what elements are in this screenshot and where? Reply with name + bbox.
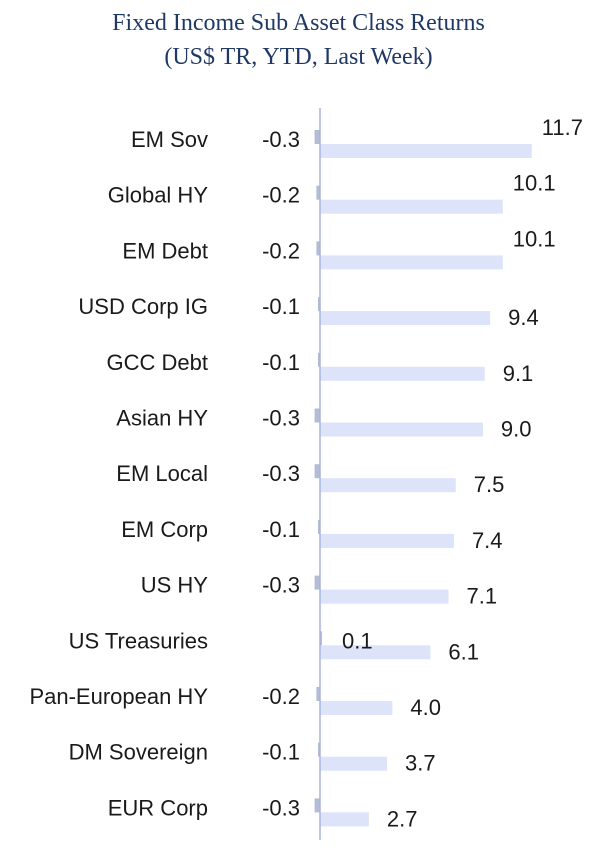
ytd-bar — [320, 756, 387, 771]
week-value-label: -0.3 — [262, 406, 300, 431]
week-value-label: -0.3 — [262, 127, 300, 152]
week-value-label: -0.3 — [262, 573, 300, 598]
ytd-value-label: 4.0 — [410, 695, 441, 720]
ytd-value-label: 3.7 — [405, 751, 436, 776]
category-label: US HY — [141, 573, 209, 598]
week-value-label: -0.3 — [262, 795, 300, 820]
ytd-value-label: 9.0 — [501, 417, 532, 442]
week-value-label: -0.1 — [262, 517, 300, 542]
category-label: EM Corp — [121, 517, 208, 542]
ytd-value-label: 9.4 — [508, 305, 539, 330]
week-bar — [314, 130, 320, 144]
week-bar — [316, 185, 320, 200]
ytd-value-label: 7.1 — [467, 584, 498, 609]
category-label: DM Sovereign — [69, 740, 208, 765]
ytd-bar — [320, 701, 393, 715]
ytd-bar — [320, 478, 456, 493]
week-bar — [318, 297, 320, 312]
ytd-bar — [320, 311, 491, 326]
week-bar — [316, 687, 320, 701]
ytd-value-label: 11.7 — [542, 115, 583, 140]
category-label: EM Sov — [131, 127, 208, 152]
week-value-label: -0.3 — [262, 461, 300, 486]
week-value-label: -0.2 — [262, 684, 300, 709]
ytd-bar — [320, 255, 503, 270]
ytd-bar — [320, 199, 503, 214]
week-bar — [314, 464, 320, 479]
category-label: Asian HY — [116, 406, 208, 431]
category-label: GCC Debt — [107, 350, 208, 375]
ytd-bar — [320, 533, 454, 548]
chart-subtitle: (US$ TR, YTD, Last Week) — [164, 44, 433, 70]
week-bar — [318, 519, 320, 534]
category-label: US Treasuries — [69, 628, 208, 653]
week-value-label: 0.1 — [342, 628, 373, 653]
chart-title: Fixed Income Sub Asset Class Returns — [112, 10, 485, 36]
ytd-value-label: 2.7 — [387, 806, 418, 831]
category-label: EUR Corp — [108, 795, 208, 820]
week-bar — [316, 241, 320, 256]
category-label: EM Local — [116, 461, 208, 486]
category-label: USD Corp IG — [78, 294, 208, 319]
ytd-bar — [320, 366, 485, 381]
week-value-label: -0.1 — [262, 294, 300, 319]
week-bar — [314, 798, 320, 813]
week-bar — [318, 742, 320, 757]
week-bar — [318, 352, 320, 367]
category-label: Pan-European HY — [29, 684, 208, 709]
ytd-value-label: 6.1 — [448, 639, 479, 664]
ytd-bar — [320, 144, 532, 158]
week-value-label: -0.1 — [262, 740, 300, 765]
week-value-label: -0.2 — [262, 183, 300, 208]
category-label: EM Debt — [122, 238, 208, 263]
ytd-value-label: 9.1 — [503, 361, 534, 386]
ytd-bar — [320, 589, 449, 604]
ytd-value-label: 7.5 — [474, 472, 505, 497]
ytd-value-label: 10.1 — [513, 171, 556, 196]
ytd-value-label: 7.4 — [472, 528, 503, 553]
week-bar — [314, 575, 320, 590]
ytd-bar — [320, 645, 431, 660]
week-bar — [320, 631, 322, 646]
ytd-bar — [320, 812, 369, 827]
ytd-value-label: 10.1 — [513, 226, 556, 251]
ytd-bar — [320, 422, 483, 437]
category-label: Global HY — [108, 183, 209, 208]
week-value-label: -0.2 — [262, 238, 300, 263]
week-bar — [314, 408, 320, 423]
week-value-label: -0.1 — [262, 350, 300, 375]
